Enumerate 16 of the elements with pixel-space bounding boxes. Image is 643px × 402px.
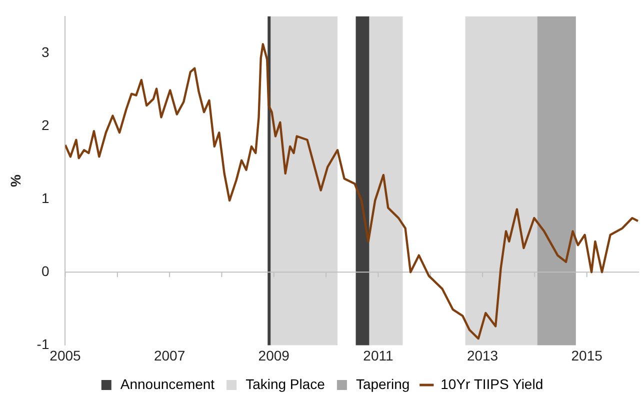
x-tick-label: 2011 [363, 347, 394, 364]
x-tick-label: 2009 [258, 347, 290, 364]
y-tick-label: 0 [41, 262, 50, 279]
legend-label: Tapering [356, 376, 410, 392]
y-axis-title: % [7, 174, 24, 188]
x-tick-label: 2005 [50, 347, 82, 364]
y-tick-label: -1 [36, 336, 50, 352]
x-tick-label: 2015 [571, 347, 603, 364]
y-tick-label: 1 [41, 190, 50, 206]
legend-label: Taking Place [246, 376, 326, 392]
x-tick-label: 2013 [466, 347, 498, 364]
y-tick-label: 3 [41, 44, 50, 60]
legend-label: Announcement [120, 376, 215, 392]
legend-label: 10Yr TIIPS Yield [440, 376, 544, 392]
x-tick-label: 2007 [154, 347, 186, 364]
y-tick-label: 2 [41, 116, 50, 133]
